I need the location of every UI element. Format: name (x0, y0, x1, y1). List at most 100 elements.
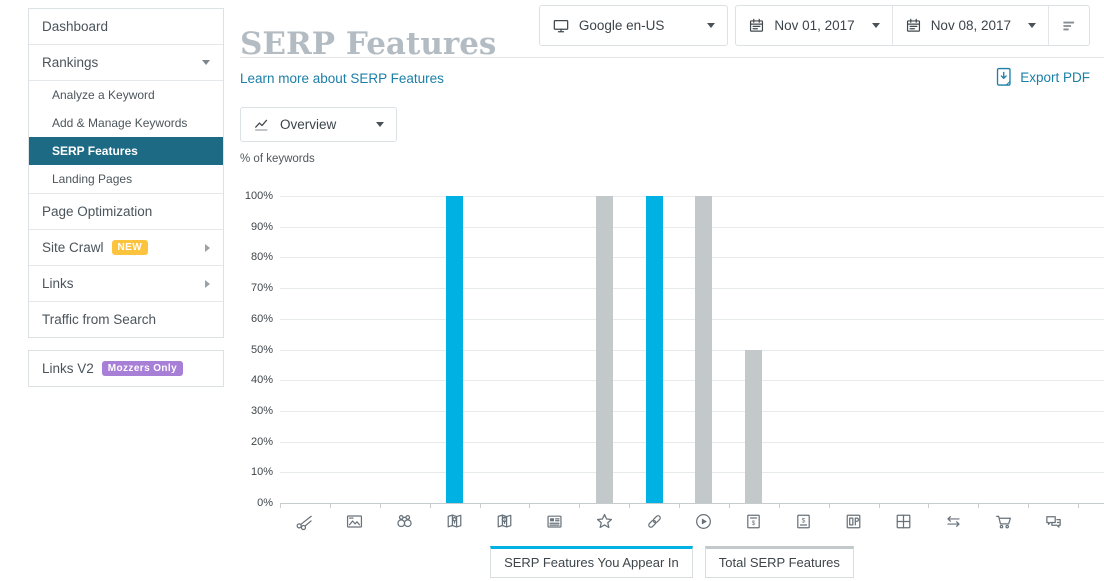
swap-arrows-icon (928, 509, 978, 531)
sidebar-item-label: Links (42, 276, 74, 291)
y-tick-label: 100% (244, 190, 273, 202)
menu-lines-icon (1063, 21, 1075, 30)
speech-bubbles-icon (1028, 509, 1078, 531)
view-selector-value: Overview (280, 117, 337, 132)
sidebar-item-label: Rankings (42, 55, 99, 70)
sidebar-item-analyze-a-keyword[interactable]: Analyze a Keyword (29, 80, 223, 109)
x-tick (1028, 503, 1030, 508)
gridline (280, 349, 1104, 351)
y-tick-label: 80% (250, 251, 273, 264)
chevron-down-icon (707, 23, 716, 28)
sidebar-item-rankings[interactable]: Rankings (29, 44, 223, 80)
sidebar-item-traffic-from-search[interactable]: Traffic from Search (29, 301, 223, 337)
x-tick (679, 503, 680, 508)
x-tick (579, 503, 581, 508)
line-chart-icon (255, 119, 268, 131)
sidebar-item-serp-features[interactable]: SERP Features (29, 137, 223, 165)
y-tick-label: 10% (250, 466, 273, 479)
newspaper-icon (529, 509, 579, 531)
shopping-cart-icon (978, 509, 1028, 531)
page-title: SERP Features (240, 25, 497, 62)
sidebar-item-landing-pages[interactable]: Landing Pages (29, 165, 223, 193)
x-tick (978, 503, 980, 508)
export-pdf-label: Export PDF (1020, 69, 1090, 85)
date-end-dropdown[interactable]: Nov 08, 2017 (891, 6, 1048, 45)
search-engine-value: Google en-US (578, 18, 665, 33)
calendar-icon (906, 18, 920, 32)
sidebar-item-label: Dashboard (42, 19, 109, 34)
x-tick (1078, 503, 1079, 508)
sidebar-item-label: Analyze a Keyword (52, 88, 155, 102)
x-tick (728, 503, 730, 508)
star-icon (579, 509, 629, 531)
chevron-down-icon (871, 23, 880, 28)
header-divider (240, 57, 1104, 58)
gridline (280, 410, 1104, 412)
y-axis-title: % of keywords (240, 153, 315, 165)
chevron-down-icon (202, 60, 210, 65)
chart-legend: SERP Features You Appear In Total SERP F… (240, 546, 1104, 578)
chevron-down-icon (376, 122, 384, 127)
y-tick-label: 70% (250, 282, 273, 295)
sidebar-item-dashboard[interactable]: Dashboard (29, 9, 223, 44)
panel-icon (829, 509, 879, 531)
sidebar-item-label: SERP Features (52, 144, 138, 158)
x-tick (629, 503, 631, 508)
y-tick-label: 50% (250, 343, 273, 356)
scissors-icon (280, 509, 330, 531)
sidebar-item-links[interactable]: Links (29, 265, 223, 301)
map-pin-icon (430, 509, 480, 531)
bar-play-circle[interactable] (695, 196, 713, 503)
bar-link[interactable] (645, 196, 663, 503)
sidebar-item-label: Page Optimization (42, 204, 153, 219)
bar-star[interactable] (595, 196, 613, 503)
search-engine-dropdown[interactable]: Google en-US (540, 6, 728, 45)
date-range-box: Nov 01, 2017 Nov 08, 2017 (735, 5, 1090, 46)
sidebar-item-page-optimization[interactable]: Page Optimization (29, 193, 223, 229)
x-axis-icons: $ $ $ (280, 509, 1078, 531)
date-start-dropdown[interactable]: Nov 01, 2017 (736, 6, 891, 45)
export-pdf-link[interactable]: Export PDF (996, 67, 1090, 87)
y-tick-label: 20% (250, 435, 273, 448)
sidebar-item-label: Links V2 (42, 361, 94, 376)
sidebar-secondary: Links V2 Mozzers Only (28, 350, 224, 387)
sidebar-item-label: Landing Pages (52, 172, 133, 186)
x-tick (280, 503, 281, 508)
date-options-button[interactable] (1048, 6, 1089, 45)
view-selector-dropdown[interactable]: Overview (240, 107, 397, 142)
y-tick-label: 40% (250, 374, 273, 387)
x-tick (529, 503, 531, 508)
x-tick (479, 503, 481, 508)
x-tick (928, 503, 930, 508)
x-tick (778, 503, 780, 508)
sidebar-item-links-v2[interactable]: Links V2 Mozzers Only (29, 351, 223, 386)
gridline (280, 288, 1104, 290)
chevron-right-icon (205, 279, 210, 288)
dollar-page-underline-icon: $ (779, 509, 829, 531)
sidebar-item-site-crawl[interactable]: Site Crawl NEW (29, 229, 223, 265)
monitor-icon (553, 19, 569, 32)
y-axis: 100% 90% 80% 70% 60% 50% 40% 30% 20% 10% 0% (0, 190, 273, 509)
gridline (280, 196, 1104, 197)
y-tick-label: 30% (250, 404, 273, 417)
y-tick-label: 0% (257, 497, 273, 509)
learn-more-link[interactable]: Learn more about SERP Features (240, 71, 444, 86)
header-controls: Google en-US Nov 01, 2017 Nov 08, 2017 (538, 5, 1090, 46)
sidebar: Dashboard Rankings Analyze a Keyword Add… (28, 8, 224, 338)
y-tick-label: 60% (250, 312, 273, 325)
legend-button-total[interactable]: Total SERP Features (704, 546, 854, 578)
bar-map-pin[interactable] (446, 196, 464, 503)
dollar-page-icon: $ (729, 509, 779, 531)
gridline (280, 503, 1104, 504)
gridline (280, 257, 1104, 259)
map-pin-dollar-icon: $ (480, 509, 530, 531)
gridline (280, 441, 1104, 443)
sidebar-item-label: Site Crawl (42, 240, 104, 255)
date-end-value: Nov 08, 2017 (930, 18, 1011, 33)
mozzers-only-badge: Mozzers Only (101, 361, 184, 376)
sidebar-item-add-manage-keywords[interactable]: Add & Manage Keywords (29, 109, 223, 137)
legend-button-appear-in[interactable]: SERP Features You Appear In (490, 546, 693, 578)
x-tick (379, 503, 381, 508)
bar-dollar-page[interactable] (745, 349, 763, 503)
sidebar-item-label: Add & Manage Keywords (52, 116, 188, 130)
